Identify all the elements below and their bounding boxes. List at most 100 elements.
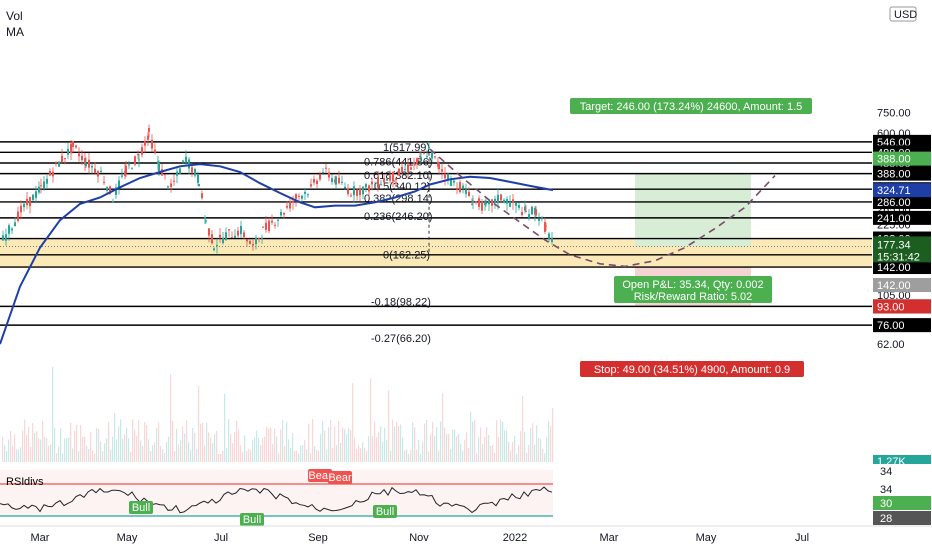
time-tick: Mar: [600, 532, 619, 544]
candle-body: [423, 153, 425, 155]
volume-bar: [348, 427, 350, 462]
volume-bar: [20, 447, 22, 462]
volume-bar: [282, 420, 284, 462]
candle-body: [164, 174, 166, 176]
rsi-band: [0, 470, 553, 516]
fib-label: 0.382(298.14): [364, 193, 433, 205]
candle-body: [468, 191, 470, 197]
volume-bar: [258, 437, 260, 462]
volume-bar: [234, 431, 236, 462]
volume-bar: [288, 439, 290, 462]
rsi-marker-text: Bear: [328, 472, 352, 484]
volume-bar: [360, 448, 362, 462]
candle-body: [434, 156, 436, 158]
candle-body: [131, 168, 133, 170]
projection-path[interactable]: [429, 148, 776, 268]
volume-bar: [534, 444, 536, 462]
rsi-divs-label: divs: [24, 476, 44, 488]
currency-text: USD: [894, 9, 917, 21]
volume-bar: [190, 449, 192, 462]
volume-bar: [520, 431, 522, 462]
candle-body: [268, 220, 270, 231]
volume-bar: [358, 445, 360, 462]
candle-body: [428, 146, 430, 149]
candle-body: [134, 156, 136, 165]
candle-body: [475, 201, 477, 203]
candle-body: [121, 175, 123, 177]
volume-bar: [28, 426, 30, 462]
volume-bar: [362, 442, 364, 462]
rsi-marker: Bear: [308, 469, 332, 482]
volume-bar: [260, 445, 262, 462]
candle-body: [407, 164, 409, 172]
stop-label[interactable]: Stop: 49.00 (34.51%) 4900, Amount: 0.9: [580, 361, 804, 377]
volume-bar: [432, 421, 434, 462]
volume-bar: [372, 436, 374, 462]
candle-body: [368, 185, 370, 192]
volume-bar: [304, 440, 306, 462]
volume-bar: [10, 430, 12, 462]
volume-bar: [524, 432, 526, 462]
rsi-scale-label: 34: [873, 464, 931, 478]
volume-bar: [88, 449, 90, 462]
volume-bar: [84, 436, 86, 462]
candle-body: [85, 163, 87, 167]
target-label[interactable]: Target: 246.00 (173.24%) 24600, Amount: …: [570, 98, 812, 114]
volume-bar: [316, 449, 318, 462]
volume-bar: [106, 438, 108, 462]
volume-bar: [354, 437, 356, 462]
rsi-scale-text: 30: [880, 498, 892, 510]
candle-body: [118, 180, 120, 189]
candle-body: [362, 186, 364, 195]
volume-bar: [544, 453, 546, 462]
candle-body: [518, 205, 520, 208]
volume-bar: [452, 429, 454, 462]
volume-bar: [108, 422, 110, 462]
countdown-text: 15:31:42: [877, 251, 920, 263]
volume-bar: [62, 453, 64, 462]
volume-bar: [22, 430, 24, 462]
candle-body: [70, 143, 72, 154]
candle-body: [176, 171, 178, 176]
rsi-marker-text: Bear: [308, 470, 332, 482]
volume-bar: [138, 420, 140, 462]
candle-body: [441, 169, 443, 172]
volume-bar: [552, 408, 554, 462]
candle-body: [347, 188, 349, 195]
candle-body: [103, 181, 105, 183]
volume-bar: [224, 393, 226, 462]
volume-bar: [124, 434, 126, 462]
moving-average-line[interactable]: [0, 163, 554, 345]
volume-bar: [332, 447, 334, 462]
candle-body: [398, 168, 400, 176]
candle-body: [115, 187, 117, 195]
candle-body: [225, 232, 227, 241]
volume-bar: [350, 429, 352, 462]
candle-body: [444, 173, 446, 179]
candle-body: [151, 139, 153, 149]
volume-bar: [462, 450, 464, 462]
volume-bar: [430, 433, 432, 462]
currency-badge[interactable]: USD: [889, 6, 917, 22]
volume-bar: [380, 426, 382, 462]
volume-bar: [498, 437, 500, 462]
volume-bar: [172, 420, 174, 462]
level-badge: 76.00: [873, 318, 931, 333]
candle-body: [182, 160, 184, 162]
stop-badge-text: 93.00: [877, 301, 905, 313]
candle-body: [237, 230, 239, 236]
candle-body: [331, 178, 333, 182]
fib-label: 0.236(246.20): [364, 211, 433, 223]
volume-bar: [338, 420, 340, 462]
volume-bar: [476, 453, 478, 462]
candle-body: [158, 162, 160, 172]
candle-body: [188, 159, 190, 169]
candle-body: [261, 237, 263, 239]
volume-bar: [248, 448, 250, 462]
volume-bar: [184, 433, 186, 462]
volume-bar: [546, 437, 548, 462]
volume-bar: [200, 423, 202, 462]
candle-body: [78, 153, 80, 157]
